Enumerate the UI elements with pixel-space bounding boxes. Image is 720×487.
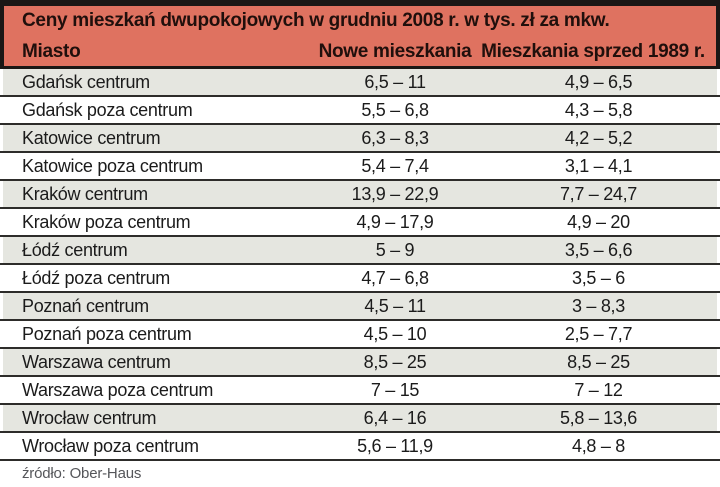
- table-row-inner: Gdańsk poza centrum 5,5 – 6,8 4,3 – 5,8: [3, 97, 717, 123]
- table-row: Poznań centrum 4,5 – 11 3 – 8,3: [0, 293, 720, 321]
- pre-1989-apartments-price-cell: 7,7 – 24,7: [559, 183, 638, 204]
- pre-1989-apartments-price-cell: 8,5 – 25: [567, 351, 630, 372]
- new-apartments-price-cell: 6,5 – 11: [364, 71, 426, 92]
- pre-1989-apartments-price-cell: 3 – 8,3: [572, 295, 625, 316]
- new-apartments-price-cell: 4,5 – 11: [364, 295, 426, 316]
- pre-1989-apartments-price-cell: 4,9 – 20: [567, 211, 630, 232]
- new-apartments-price-cell: 4,7 – 6,8: [361, 267, 429, 288]
- table-row-inner: Katowice poza centrum 5,4 – 7,4 3,1 – 4,1: [3, 153, 717, 179]
- column-header-miasto: Miasto: [22, 41, 81, 62]
- pre-1989-apartments-price-cell: 7 – 12: [574, 379, 623, 400]
- pre-1989-apartments-price-cell: 4,2 – 5,2: [564, 127, 633, 148]
- table-row-inner: Kraków centrum 13,9 – 22,9 7,7 – 24,7: [3, 181, 717, 207]
- column-header-mieszkania-sprzed-1989: Mieszkania sprzed 1989 r.: [481, 41, 705, 62]
- new-apartments-price-cell: 5 – 9: [375, 239, 415, 260]
- table-row-inner: Gdańsk centrum 6,5 – 11 4,9 – 6,5: [3, 69, 717, 95]
- column-header-nowe-mieszkania: Nowe mieszkania: [318, 41, 472, 62]
- city-cell: Katowice poza centrum: [22, 155, 203, 176]
- city-cell: Wrocław centrum: [22, 407, 157, 428]
- pre-1989-apartments-price-cell: 4,3 – 5,8: [564, 99, 633, 120]
- new-apartments-price-cell: 5,5 – 6,8: [361, 99, 429, 120]
- table-row: Poznań poza centrum 4,5 – 10 2,5 – 7,7: [0, 321, 720, 349]
- table-row: Wrocław centrum 6,4 – 16 5,8 – 13,6: [0, 405, 720, 433]
- table-row-inner: Łódź centrum 5 – 9 3,5 – 6,6: [3, 237, 717, 263]
- city-cell: Poznań poza centrum: [22, 323, 192, 344]
- city-cell: Katowice centrum: [22, 127, 161, 148]
- table-row: Kraków poza centrum 4,9 – 17,9 4,9 – 20: [0, 209, 720, 237]
- table-row-inner: Warszawa poza centrum 7 – 15 7 – 12: [3, 377, 717, 403]
- table-row-inner: Poznań centrum 4,5 – 11 3 – 8,3: [3, 293, 717, 319]
- table-row-inner: Wrocław poza centrum 5,6 – 11,9 4,8 – 8: [3, 433, 717, 459]
- city-cell: Wrocław poza centrum: [22, 435, 199, 456]
- table-header: Ceny mieszkań dwupokojowych w grudniu 20…: [0, 0, 720, 69]
- new-apartments-price-cell: 8,5 – 25: [363, 351, 427, 372]
- new-apartments-price-cell: 5,4 – 7,4: [361, 155, 429, 176]
- city-cell: Warszawa centrum: [22, 351, 171, 372]
- table-row-inner: Katowice centrum 6,3 – 8,3 4,2 – 5,2: [3, 125, 717, 151]
- table-row-inner: Wrocław centrum 6,4 – 16 5,8 – 13,6: [3, 405, 717, 431]
- pre-1989-apartments-price-cell: 3,5 – 6: [572, 267, 625, 288]
- pre-1989-apartments-price-cell: 2,5 – 7,7: [564, 323, 633, 344]
- table-row: Warszawa centrum 8,5 – 25 8,5 – 25: [0, 349, 720, 377]
- table-row: Łódź centrum 5 – 9 3,5 – 6,6: [0, 237, 720, 265]
- pre-1989-apartments-price-cell: 3,1 – 4,1: [564, 155, 633, 176]
- table-row: Łódź poza centrum 4,7 – 6,8 3,5 – 6: [0, 265, 720, 293]
- table-row: Katowice centrum 6,3 – 8,3 4,2 – 5,2: [0, 125, 720, 153]
- table-row: Katowice poza centrum 5,4 – 7,4 3,1 – 4,1: [0, 153, 720, 181]
- new-apartments-price-cell: 4,9 – 17,9: [356, 211, 434, 232]
- city-cell: Gdańsk poza centrum: [22, 99, 193, 120]
- table-row-inner: Warszawa centrum 8,5 – 25 8,5 – 25: [3, 349, 717, 375]
- source-note: źródło: Ober-Haus: [0, 461, 720, 487]
- table-row-inner: Poznań poza centrum 4,5 – 10 2,5 – 7,7: [3, 321, 717, 347]
- pre-1989-apartments-price-cell: 3,5 – 6,6: [564, 239, 633, 260]
- table-row: Gdańsk centrum 6,5 – 11 4,9 – 6,5: [0, 69, 720, 97]
- new-apartments-price-cell: 6,4 – 16: [363, 407, 427, 428]
- new-apartments-price-cell: 5,6 – 11,9: [357, 435, 433, 456]
- new-apartments-price-cell: 6,3 – 8,3: [361, 127, 429, 148]
- table-row: Gdańsk poza centrum 5,5 – 6,8 4,3 – 5,8: [0, 97, 720, 125]
- new-apartments-price-cell: 13,9 – 22,9: [351, 183, 439, 204]
- table-row: Kraków centrum 13,9 – 22,9 7,7 – 24,7: [0, 181, 720, 209]
- city-cell: Kraków centrum: [22, 183, 148, 204]
- city-cell: Łódź poza centrum: [22, 267, 170, 288]
- column-header-row: Miasto Nowe mieszkania Mieszkania sprzed…: [22, 41, 706, 63]
- city-cell: Kraków poza centrum: [22, 211, 191, 232]
- table-row-inner: Łódź poza centrum 4,7 – 6,8 3,5 – 6: [3, 265, 717, 291]
- pre-1989-apartments-price-cell: 4,9 – 6,5: [564, 71, 633, 92]
- city-cell: Poznań centrum: [22, 295, 149, 316]
- table-row-inner: Kraków poza centrum 4,9 – 17,9 4,9 – 20: [3, 209, 717, 235]
- table-body: Gdańsk centrum 6,5 – 11 4,9 – 6,5 Gdańsk po…: [0, 69, 720, 461]
- pre-1989-apartments-price-cell: 5,8 – 13,6: [559, 407, 638, 428]
- table-title: Ceny mieszkań dwupokojowych w grudniu 20…: [22, 10, 610, 31]
- table-row: Warszawa poza centrum 7 – 15 7 – 12: [0, 377, 720, 405]
- pre-1989-apartments-price-cell: 4,8 – 8: [572, 435, 625, 456]
- city-cell: Warszawa poza centrum: [22, 379, 214, 400]
- city-cell: Łódź centrum: [22, 239, 128, 260]
- new-apartments-price-cell: 7 – 15: [370, 379, 420, 400]
- new-apartments-price-cell: 4,5 – 10: [363, 323, 427, 344]
- table-row: Wrocław poza centrum 5,6 – 11,9 4,8 – 8: [0, 433, 720, 461]
- city-cell: Gdańsk centrum: [22, 71, 150, 92]
